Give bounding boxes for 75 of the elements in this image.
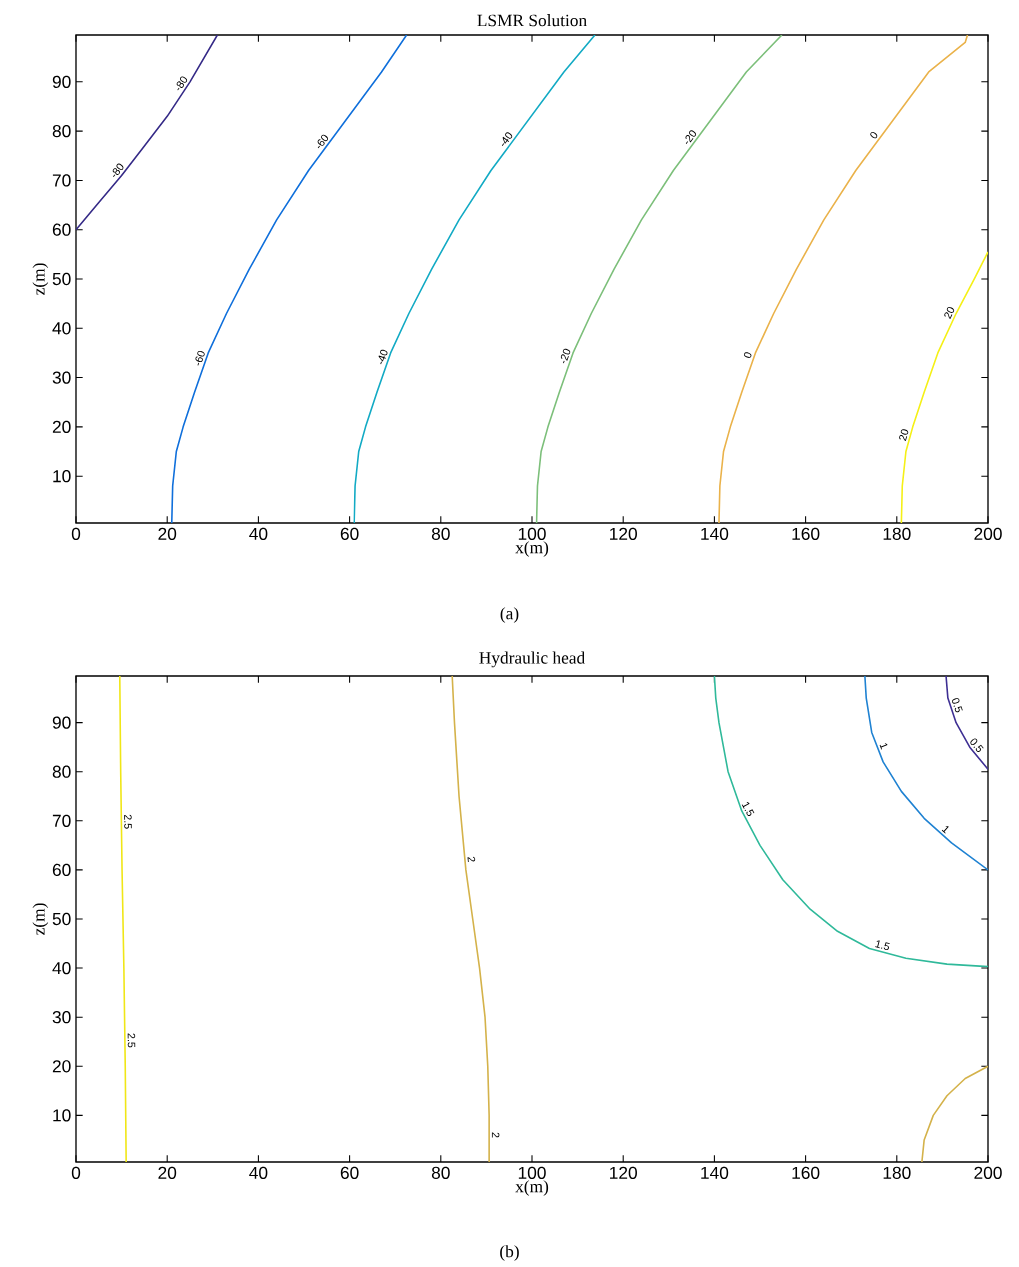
text: 1 — [879, 743, 888, 750]
y-tick-label: 50 — [52, 912, 71, 926]
x-tick-label: 60 — [340, 527, 359, 540]
line-series — [945, 676, 988, 771]
text: 2.5 — [127, 1033, 136, 1048]
x-tick-label: 100 — [518, 527, 546, 540]
y-tick-label: 30 — [52, 371, 71, 384]
text: 20 — [944, 306, 955, 320]
x-tick-label: 140 — [701, 527, 729, 540]
x-tick-label: 20 — [158, 1166, 177, 1179]
text: 0 — [870, 131, 878, 139]
text: 0 — [744, 352, 752, 358]
y-tick-label: 10 — [53, 470, 71, 483]
x-tick-label: 40 — [249, 527, 268, 540]
y-tick-label: 30 — [52, 1011, 71, 1024]
text: -60 — [195, 350, 205, 366]
text: 2.5 — [124, 814, 132, 829]
y-tick-label: 20 — [52, 420, 71, 434]
line-series — [900, 251, 988, 523]
text: -20 — [685, 130, 697, 144]
text: 1.5 — [741, 802, 755, 816]
text: -80 — [176, 76, 188, 91]
text: -40 — [378, 349, 388, 365]
text: (b) — [500, 1245, 519, 1261]
y-tick-label: 70 — [52, 814, 71, 827]
text: 2 — [467, 856, 476, 863]
line-series — [713, 676, 988, 968]
x-tick-label: 0 — [71, 1166, 81, 1179]
y-axis-title: z(m) — [32, 263, 49, 295]
text: 1 — [941, 825, 949, 834]
y-tick-label: 40 — [52, 322, 71, 335]
x-tick-label: 180 — [883, 527, 911, 540]
line-series — [76, 35, 219, 231]
text: (a) — [500, 607, 519, 623]
x-axis-title: x(m) — [515, 541, 549, 557]
y-tick-label: 20 — [52, 1060, 71, 1073]
y-tick-label: 60 — [52, 863, 71, 877]
y-tick-label: 10 — [53, 1109, 71, 1122]
x-tick-label: 20 — [158, 527, 177, 540]
text: 1.5 — [875, 940, 890, 951]
chart-title: LSMR Solution — [477, 14, 587, 27]
y-tick-label: 60 — [52, 223, 71, 236]
text: -60 — [317, 134, 329, 149]
x-tick-label: 200 — [974, 527, 1002, 540]
x-tick-label: 200 — [974, 1166, 1002, 1179]
x-tick-label: 160 — [792, 527, 820, 540]
chart-title: Hydraulic head — [479, 651, 585, 668]
text: 20 — [899, 429, 909, 442]
y-tick-label: 50 — [52, 272, 71, 286]
x-tick-label: 80 — [431, 1166, 450, 1179]
x-axis-title: x(m) — [515, 1180, 549, 1196]
text: 0.5 — [970, 738, 984, 753]
y-tick-label: 90 — [52, 716, 71, 729]
x-tick-label: 140 — [701, 1166, 729, 1179]
x-tick-label: 60 — [340, 1166, 359, 1179]
x-tick-label: 120 — [610, 1166, 637, 1179]
y-axis-title: z(m) — [32, 903, 49, 935]
x-tick-label: 0 — [71, 527, 81, 540]
x-tick-label: 100 — [518, 1166, 546, 1179]
text: 2 — [491, 1132, 500, 1138]
x-tick-label: 40 — [249, 1166, 268, 1179]
text: -20 — [560, 348, 571, 364]
x-tick-label: 120 — [610, 527, 637, 540]
x-tick-label: 160 — [792, 1166, 820, 1179]
y-tick-label: 70 — [52, 174, 71, 187]
text: -40 — [501, 132, 513, 146]
y-tick-label: 80 — [52, 765, 71, 778]
line-series — [864, 676, 988, 871]
y-tick-label: 80 — [52, 124, 71, 138]
y-tick-label: 90 — [52, 75, 71, 88]
x-tick-label: 180 — [883, 1166, 911, 1179]
y-tick-label: 40 — [52, 961, 71, 975]
text: 0.5 — [952, 698, 963, 713]
x-tick-label: 80 — [431, 527, 450, 540]
text: -80 — [112, 163, 124, 178]
